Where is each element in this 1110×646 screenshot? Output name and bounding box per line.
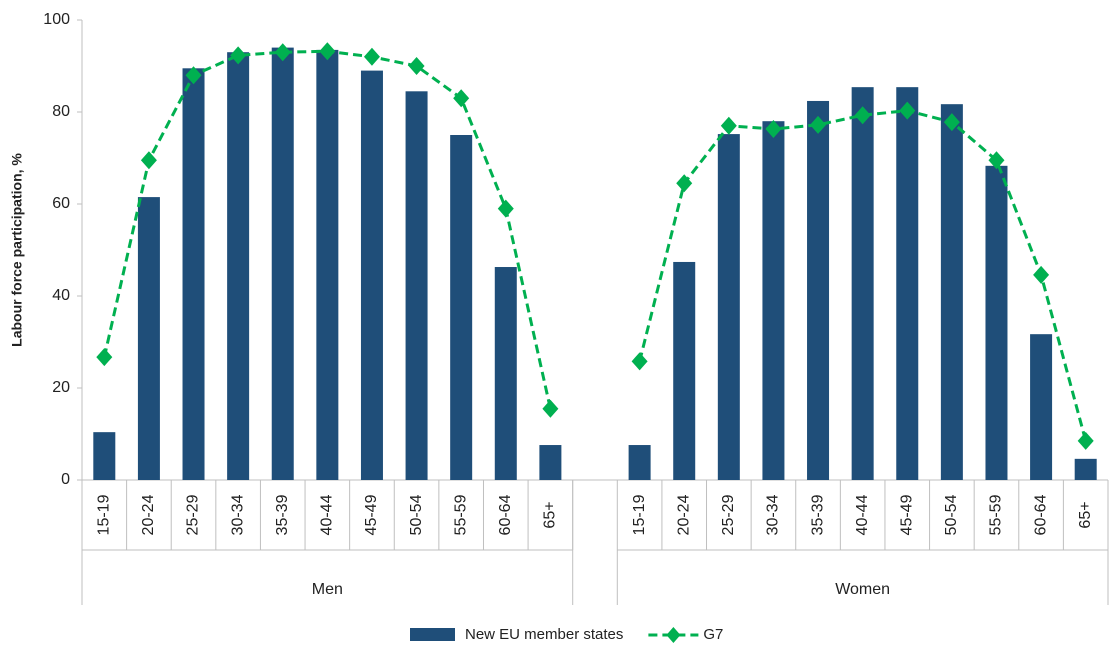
bar [539, 445, 562, 480]
legend-marker [666, 627, 681, 643]
bar [673, 261, 696, 480]
y-tick-label: 0 [61, 471, 70, 488]
marker [631, 352, 648, 371]
marker [810, 115, 827, 134]
legend-swatch [410, 628, 455, 641]
bar [227, 52, 250, 480]
bar [271, 47, 294, 480]
bar [985, 165, 1008, 480]
marker [140, 151, 157, 170]
x-tick-label: 20-24 [675, 494, 692, 535]
x-tick-label: 45-49 [898, 494, 915, 535]
x-tick-label: 30-34 [765, 494, 782, 535]
bar [896, 87, 919, 480]
x-tick-label: 65+ [542, 501, 559, 528]
x-tick-label: 20-24 [140, 494, 157, 535]
marker [765, 120, 782, 139]
bar [1074, 458, 1097, 480]
x-tick-label: 15-19 [96, 494, 113, 535]
group-label: Men [312, 581, 343, 598]
bar [450, 135, 473, 480]
bar [360, 70, 383, 480]
bar [494, 267, 517, 480]
x-tick-label: 65+ [1077, 501, 1094, 528]
marker [453, 89, 470, 108]
bar [851, 87, 874, 480]
marker [185, 66, 202, 85]
bar [93, 432, 116, 480]
line [102, 49, 1088, 442]
bar [807, 100, 830, 481]
marker [274, 43, 291, 62]
x-tick-label: 40-44 [854, 494, 871, 535]
x-tick-label: 60-64 [497, 494, 514, 535]
x-tick-label: 35-39 [809, 494, 826, 535]
y-tick-label: 100 [43, 11, 70, 28]
bar [316, 49, 339, 481]
marker [720, 116, 737, 135]
x-tick-label: 50-54 [408, 494, 425, 535]
bar [940, 104, 963, 481]
marker [96, 348, 113, 367]
marker [676, 174, 693, 193]
marker [1077, 431, 1094, 450]
x-tick-label: 15-19 [631, 494, 648, 535]
y-tick-label: 80 [52, 103, 70, 120]
x-tick-label: 30-34 [229, 494, 246, 535]
x-tick-label: 25-29 [185, 494, 202, 535]
bar [628, 445, 651, 480]
marker [408, 57, 425, 75]
x-tick-label: 25-29 [720, 494, 737, 535]
marker [542, 399, 559, 418]
x-tick-label: 35-39 [274, 494, 291, 535]
marker [497, 199, 514, 218]
bar [182, 68, 205, 481]
bar [717, 134, 740, 480]
x-tick-label: 45-49 [363, 494, 380, 535]
marker [943, 113, 960, 132]
bar [137, 197, 160, 480]
marker [854, 106, 871, 125]
x-tick-label: 60-64 [1032, 494, 1049, 535]
bar [762, 121, 785, 480]
x-tick-label: 50-54 [943, 494, 960, 535]
bar [405, 91, 428, 481]
x-tick-label: 55-59 [452, 494, 469, 535]
y-axis-title: Labour force participation, % [9, 153, 25, 347]
marker [899, 101, 916, 120]
marker [1033, 265, 1050, 284]
marker [319, 42, 336, 61]
x-tick-label: 55-59 [988, 494, 1005, 535]
bar [1030, 334, 1053, 480]
legend-label: G7 [703, 626, 723, 643]
y-tick-label: 60 [52, 195, 70, 212]
y-tick-label: 20 [52, 379, 70, 396]
marker [988, 151, 1005, 170]
marker [230, 46, 247, 65]
x-tick-label: 40-44 [319, 494, 336, 535]
group-label: Women [835, 581, 890, 598]
y-tick-label: 40 [52, 287, 70, 304]
legend-label: New EU member states [465, 626, 623, 643]
marker [363, 47, 380, 66]
